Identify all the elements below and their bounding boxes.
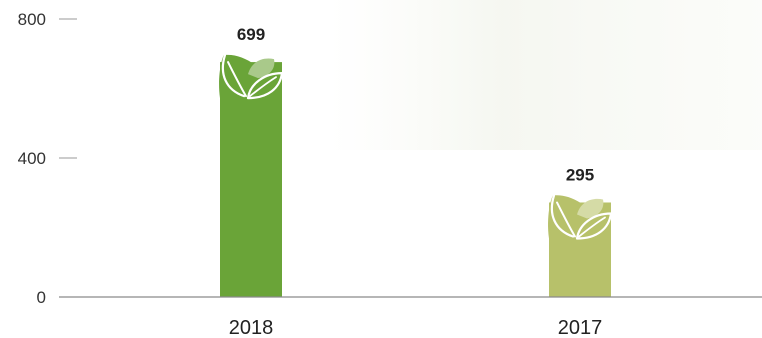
leaf-vein: [227, 61, 247, 98]
leaf-right-vein: [578, 216, 606, 238]
data-label: 295: [566, 165, 594, 184]
leaf-outline: [550, 194, 575, 238]
leaf-right-vein: [249, 76, 277, 97]
leaf-small-pale: [577, 198, 604, 219]
leaf-icon: [548, 194, 613, 241]
bar-body: [220, 62, 282, 297]
background-wash: [330, 0, 762, 150]
y-tick-label: 800: [18, 10, 46, 29]
leaf-icon: [219, 53, 284, 101]
x-tick-label: 2018: [229, 317, 274, 338]
y-tick-label: 400: [18, 149, 46, 168]
leaf-vein: [556, 201, 576, 238]
bar-2018: 699: [219, 25, 284, 297]
x-axis: 2018 2017: [59, 296, 762, 338]
y-axis: 800 400 0: [18, 10, 77, 307]
leaf-small-pale: [248, 58, 275, 79]
y-tick-label: 0: [37, 288, 46, 307]
bar-2017: 295: [548, 165, 613, 297]
bars-group: 699 295: [219, 25, 613, 297]
x-tick-label: 2017: [558, 317, 603, 338]
leaf-outline: [221, 53, 246, 98]
data-label: 699: [237, 25, 265, 44]
